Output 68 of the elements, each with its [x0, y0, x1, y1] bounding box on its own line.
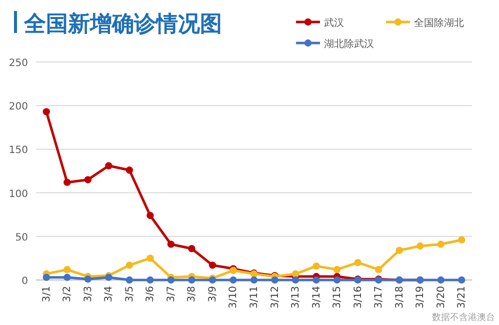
point — [208, 262, 216, 269]
point — [230, 276, 237, 284]
point — [333, 276, 341, 284]
x-tick-label: 3/6 — [145, 286, 156, 302]
x-tick-label: 3/14 — [311, 286, 322, 308]
point — [437, 240, 444, 248]
point — [292, 270, 300, 278]
x-tick-label: 3/15 — [332, 286, 344, 308]
x-tick-label: 3/12 — [270, 286, 281, 308]
y-tick-label: 250 — [8, 58, 28, 69]
x-tick-label: 3/2 — [62, 286, 74, 302]
y-tick-label: 50 — [15, 232, 28, 244]
point — [292, 276, 300, 284]
x-tick-label: 3/5 — [124, 286, 136, 302]
x-tick-label: 3/7 — [166, 286, 177, 302]
point — [374, 266, 382, 274]
point — [333, 266, 341, 274]
point — [42, 108, 50, 116]
legend-label: 全国除湖北 — [414, 17, 464, 29]
point — [312, 262, 320, 270]
point — [416, 242, 424, 250]
point — [64, 266, 71, 274]
x-tick-label: 3/19 — [415, 286, 426, 308]
legend-label: 湖北除武汉 — [324, 38, 374, 50]
point — [84, 176, 92, 184]
point — [42, 274, 50, 281]
text: 数据不含港澳台 — [432, 312, 495, 323]
point — [250, 276, 258, 284]
point — [312, 276, 320, 284]
point — [64, 178, 71, 186]
point — [126, 276, 134, 284]
chart-title: 全国新增确诊情况图 — [23, 11, 222, 37]
point — [458, 236, 466, 244]
y-tick-label: 150 — [8, 145, 28, 156]
point — [64, 274, 71, 281]
point — [146, 276, 154, 284]
y-tick-label: 100 — [8, 188, 28, 200]
x-tick-label: 3/10 — [228, 286, 240, 308]
point — [146, 212, 154, 220]
point — [167, 276, 175, 284]
point — [105, 162, 112, 170]
x-tick-label: 3/18 — [394, 286, 406, 308]
x-tick-label: 3/13 — [290, 286, 302, 308]
x-tick-label: 3/21 — [456, 286, 468, 308]
point — [188, 245, 196, 252]
y-tick-label: 0 — [22, 276, 28, 287]
y-tick-label: 200 — [8, 102, 28, 113]
point — [396, 246, 403, 254]
x-tick-label: 3/20 — [436, 286, 447, 308]
point — [126, 166, 134, 174]
x-tick-label: 3/17 — [374, 286, 385, 308]
point — [458, 276, 466, 284]
x-tick-label: 3/8 — [186, 286, 198, 302]
point — [188, 276, 196, 284]
x-tick-label: 3/11 — [249, 286, 260, 308]
point — [126, 262, 134, 269]
x-tick-label: 3/9 — [207, 286, 218, 302]
point — [167, 240, 175, 248]
x-tick-label: 3/4 — [104, 286, 115, 302]
point — [354, 258, 362, 266]
point — [437, 276, 444, 284]
x-tick-label: 3/1 — [41, 286, 52, 302]
point — [271, 276, 278, 284]
point — [146, 254, 154, 262]
x-tick-label: 3/3 — [82, 286, 94, 302]
legend-label: 武汉 — [324, 17, 344, 29]
point — [84, 276, 92, 283]
x-tick-label: 3/16 — [352, 286, 364, 308]
